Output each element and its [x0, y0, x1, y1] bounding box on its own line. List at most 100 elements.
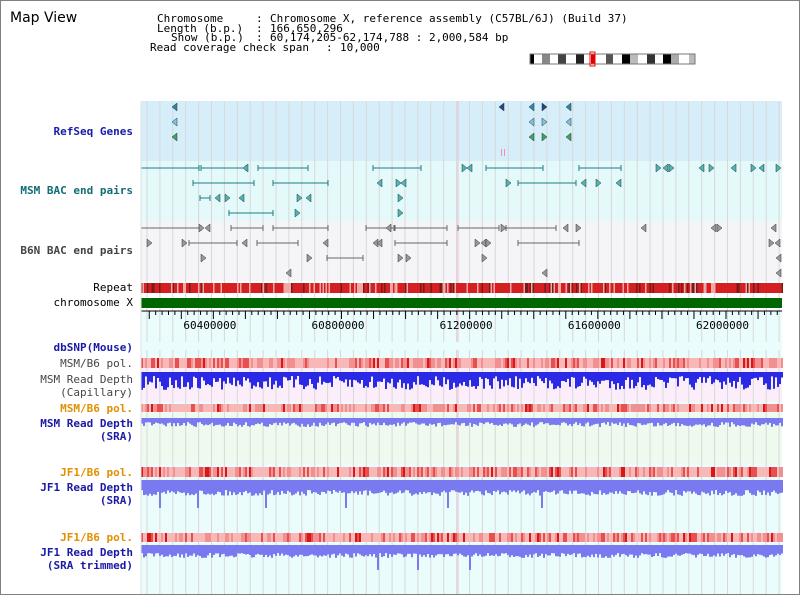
msm-bac-end-arrow	[466, 163, 473, 173]
coverage-sep: :	[326, 41, 333, 54]
b6n-bac-end-arrow	[640, 223, 647, 233]
b6n-bac-end-arrow	[774, 238, 781, 248]
b6n-bac-end-arrow	[541, 268, 548, 278]
dbsnp-track	[141, 342, 782, 350]
b6n-bac-end-arrow	[481, 253, 488, 263]
b6n-bac-end-arrow	[562, 223, 569, 233]
track-label-chromosome[interactable]: chromosome X	[53, 296, 133, 309]
b6n-bac-end-arrow	[285, 268, 292, 278]
msm-bac-end-arrow	[397, 193, 404, 203]
refseq-gene-arrow	[171, 117, 178, 127]
msm-bac-end-arrow	[461, 163, 468, 173]
track-label-jf1-depth-trimmed[interactable]: JF1 Read Depth	[40, 546, 133, 559]
b6n-bac-band	[141, 221, 782, 281]
b6n-bac-end-arrow	[397, 253, 404, 263]
msm-bac-end-arrow	[238, 193, 245, 203]
track-label-repeat[interactable]: Repeat	[93, 281, 133, 294]
length-value: 166,650,296	[270, 22, 343, 35]
show-value: 60,174,205-62,174,788 : 2,000,584 bp	[270, 31, 509, 44]
track-label-msm-depth-capillary-sub: (Capillary)	[60, 386, 133, 399]
b6n-bac-end-arrow	[181, 238, 188, 248]
refseq-gene-arrow	[565, 132, 572, 142]
axis-tick-label: 60400000	[183, 319, 237, 332]
msm-bac-end-arrow	[505, 178, 512, 188]
b6n-bac-end-arrow	[474, 238, 481, 248]
b6n-bac-end-arrow	[775, 253, 782, 263]
msm-bac-end-arrow	[698, 163, 705, 173]
coverage-label: Read coverage check span	[150, 41, 309, 54]
show-sep: :	[256, 31, 263, 44]
b6n-bac-end-arrow	[198, 223, 205, 233]
show-label: Show (b.p.)	[171, 31, 244, 44]
msm-bac-end-arrow	[595, 178, 602, 188]
msm-bac-end-arrow	[400, 178, 407, 188]
length-sep: :	[256, 22, 263, 35]
refseq-gene-arrow	[528, 117, 535, 127]
msm-bac-end-arrow	[750, 163, 757, 173]
axis-tick-label: 61600000	[567, 319, 621, 332]
msm-bac-end-arrow	[730, 163, 737, 173]
msm-bac-end-arrow	[214, 193, 221, 203]
track-label-jf1-depth-sra[interactable]: JF1 Read Depth	[40, 481, 133, 494]
refseq-band	[141, 101, 782, 161]
msm-bac-end-arrow	[395, 178, 402, 188]
chromosome-label: Chromosome	[157, 12, 224, 25]
track-label-msm-b6-pol[interactable]: MSM/B6 pol.	[60, 357, 133, 370]
refseq-gene-arrow	[541, 117, 548, 127]
track-label-msm-depth-capillary[interactable]: MSM Read Depth	[40, 373, 133, 386]
refseq-gene-arrow	[565, 102, 572, 112]
track-label-msm-b6-pol-2[interactable]: MSM/B6 pol.	[60, 402, 133, 415]
msm-bac-end-arrow	[305, 193, 312, 203]
b6n-bac-end-arrow	[306, 253, 313, 263]
b6n-bac-end-arrow	[376, 238, 383, 248]
track-label-msm-depth-sra[interactable]: MSM Read Depth	[40, 417, 133, 430]
b6n-bac-end-arrow	[716, 223, 723, 233]
chromosome-ideogram-icon	[529, 51, 696, 67]
msm-bac-end-arrow	[758, 163, 765, 173]
track-label-jf1-b6-pol-2[interactable]: JF1/B6 pol.	[60, 531, 133, 544]
msm-bac-end-arrow	[294, 208, 301, 218]
b6n-bac-end-arrow	[385, 223, 392, 233]
axis-tick-label: 62000000	[695, 319, 749, 332]
refseq-gene-arrow	[528, 132, 535, 142]
b6n-bac-end-arrow	[241, 238, 248, 248]
msm-bac-end-arrow	[615, 178, 622, 188]
page-title: Map View	[10, 10, 78, 26]
msm-bac-end-arrow	[580, 178, 587, 188]
b6n-bac-end-arrow	[500, 223, 507, 233]
msm-bac-end-arrow	[296, 193, 303, 203]
track-label-msm-bac[interactable]: MSM BAC end pairs	[20, 184, 133, 197]
msm-bac-end-arrow	[397, 208, 404, 218]
msm-bac-end-arrow	[376, 178, 383, 188]
axis-tick-label: 61200000	[439, 319, 493, 332]
chromosome-value: Chromosome X, reference assembly (C57BL/…	[270, 12, 628, 25]
track-label-msm-depth-sra-sub: (SRA)	[99, 430, 133, 443]
chromosome-bar	[141, 298, 782, 308]
msm-bac-end-arrow	[224, 193, 231, 203]
b6n-bac-end-arrow	[146, 238, 153, 248]
refseq-gene-arrow	[171, 102, 178, 112]
b6n-bac-end-arrow	[768, 238, 775, 248]
refseq-gene-arrow	[528, 102, 535, 112]
track-label-jf1-depth-sra-sub: (SRA)	[99, 494, 133, 507]
track-label-dbsnp[interactable]: dbSNP(Mouse)	[53, 341, 133, 354]
b6n-bac-end-arrow	[710, 223, 717, 233]
b6n-bac-end-arrow	[775, 268, 782, 278]
b6n-bac-end-arrow	[485, 238, 492, 248]
track-label-jf1-depth-trimmed-sub: (SRA trimmed)	[46, 559, 133, 572]
track-label-b6n-bac[interactable]: B6N BAC end pairs	[20, 244, 133, 257]
chromosome-sep: :	[256, 12, 263, 25]
length-label: Length (b.p.)	[157, 22, 244, 35]
msm-bac-end-arrow	[662, 163, 669, 173]
msm-bac-end-arrow	[775, 163, 782, 173]
b6n-bac-end-arrow	[575, 223, 582, 233]
track-label-jf1-b6-pol[interactable]: JF1/B6 pol.	[60, 466, 133, 479]
refseq-gene-arrow	[171, 132, 178, 142]
track-label-refseq[interactable]: RefSeq Genes	[53, 125, 133, 138]
axis-tick-label: 60800000	[311, 319, 365, 332]
b6n-bac-end-arrow	[204, 223, 211, 233]
refseq-marker	[501, 149, 502, 156]
refseq-gene-arrow	[565, 117, 572, 127]
